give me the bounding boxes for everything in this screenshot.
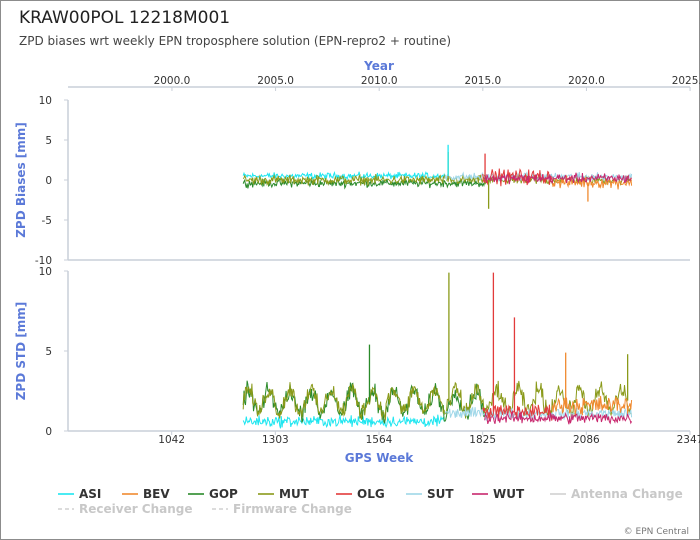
series-line-wut — [484, 172, 633, 185]
legend-label: Firmware Change — [233, 502, 352, 516]
year-tick-label: 2020.0 — [568, 75, 605, 87]
legend-label: ASI — [79, 487, 101, 501]
series-line-sut — [444, 406, 633, 422]
y-axis-label: ZPD Biases [mm] — [14, 122, 28, 238]
y-tick-label: 10 — [39, 95, 52, 107]
y-tick-label: 5 — [45, 135, 52, 147]
y-tick-label: 5 — [45, 346, 52, 358]
legend-label: GOP — [209, 487, 238, 501]
legend-label: SUT — [427, 487, 454, 501]
year-tick-label: 2025.0 — [672, 75, 700, 87]
legend-label: Antenna Change — [571, 487, 683, 501]
legend-label: MUT — [279, 487, 310, 501]
std-panel: 0 5 10 ZPD STD [mm] 1042 1303 1564 1825 2086 2347… — [14, 266, 700, 465]
bias-panel: 2000.0 2005.0 2010.0 2015.0 2020.0 2025.0 Year… — [14, 59, 700, 267]
legend-label: Receiver Change — [79, 502, 193, 516]
x-tick-label: 1042 — [158, 434, 185, 446]
y-tick-label: -5 — [42, 215, 52, 227]
legend-label: OLG — [357, 487, 385, 501]
year-tick-label: 2010.0 — [361, 75, 398, 87]
y-tick-label: -10 — [35, 255, 52, 267]
x-tick-label: 1303 — [262, 434, 289, 446]
year-tick-label: 2005.0 — [257, 75, 294, 87]
year-tick-label: 2000.0 — [154, 75, 191, 87]
series-line-bev — [551, 395, 633, 416]
x-tick-label: 2347 — [677, 434, 700, 446]
y-tick-label: 10 — [39, 266, 52, 278]
legend-label: WUT — [493, 487, 525, 501]
x-tick-label: 2086 — [573, 434, 600, 446]
legend: ASI BEV GOP MUT OLG SUT WUT Antenna Change Recei… — [58, 487, 683, 516]
series-line-bev — [551, 175, 633, 190]
year-tick-label: 2015.0 — [464, 75, 501, 87]
series-line-wut — [484, 409, 633, 425]
series-line-asi — [242, 414, 446, 429]
series-line-asi — [242, 170, 446, 182]
chart-subtitle: ZPD biases wrt weekly EPN troposphere so… — [19, 34, 452, 48]
credit-text: © EPN Central — [624, 527, 689, 537]
y-tick-label: 0 — [45, 175, 52, 187]
year-axis-title: Year — [363, 59, 394, 73]
series-line-olg — [482, 404, 553, 421]
y-axis-label: ZPD STD [mm] — [14, 302, 28, 401]
x-tick-label: 1564 — [366, 434, 393, 446]
series-line-mut — [242, 380, 632, 421]
y-tick-label: 0 — [45, 426, 52, 438]
x-axis-title: GPS Week — [345, 451, 415, 465]
x-tick-label: 1825 — [469, 434, 496, 446]
legend-label: BEV — [143, 487, 170, 501]
chart-title: KRAW00POL 12218M001 — [19, 8, 231, 28]
